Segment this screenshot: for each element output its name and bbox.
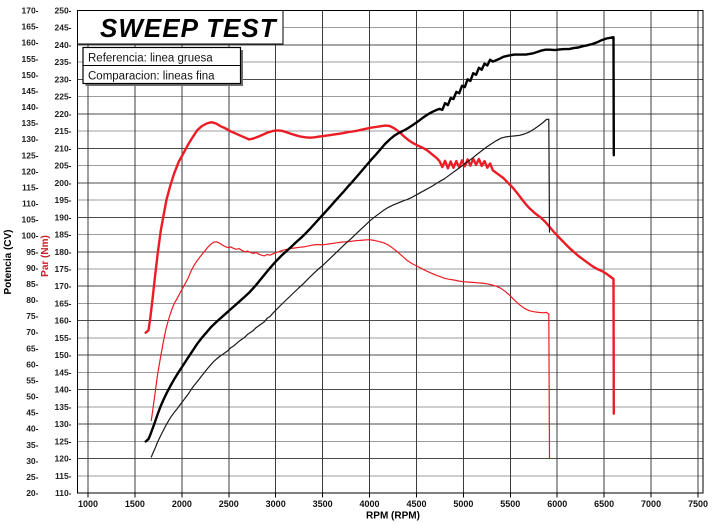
rpm-tick-label: 7000 [641,499,661,509]
nm-tick-label: 160- [54,316,71,326]
nm-tick-label: 245- [54,23,71,33]
nm-tick-label: 175- [54,264,71,274]
legend-item-referencia: Referencia: linea gruesa [88,53,213,65]
title-box [77,10,284,45]
nm-tick-label: 115- [55,471,72,481]
page-title: SWEEP TEST [100,13,278,43]
cv-tick-label: 110- [22,199,39,209]
rpm-tick-label: 3000 [266,499,286,509]
legend-item-comparacion: Comparacion: lineas fina [88,71,215,83]
rpm-tick-label: 6500 [594,499,614,509]
nm-tick-label: 225- [54,92,71,102]
y-axis-title-potencia: Potencia (CV) [3,229,14,294]
nm-tick-label: 140- [54,385,71,395]
nm-tick-label: 170- [54,281,71,291]
x-axis-title-rpm: RPM (RPM) [366,511,420,522]
rpm-tick-label: 1500 [125,499,145,509]
cv-tick-label: 95- [26,247,38,257]
nm-tick-label: 155- [54,333,71,343]
rpm-tick-label: 4500 [406,499,426,509]
rpm-tick-label: 5500 [500,499,520,509]
nm-tick-label: 190- [54,212,71,222]
rpm-tick-label: 7500 [688,499,708,509]
nm-tick-label: 145- [54,367,71,377]
cv-tick-label: 155- [21,54,38,64]
nm-tick-label: 220- [54,109,71,119]
nm-tick-label: 195- [54,195,71,205]
nm-tick-label: 120- [54,454,71,464]
nm-tick-label: 200- [54,178,71,188]
rpm-tick-label: 2000 [172,499,192,509]
cv-tick-label: 170- [21,6,38,16]
rpm-tick-label: 6000 [547,499,567,509]
plot-border [76,9,704,494]
nm-tick-label: 235- [54,57,71,67]
cv-tick-label: 140- [21,102,38,112]
nm-tick-label: 125- [54,436,71,446]
cv-tick-label: 75- [26,311,38,321]
rpm-tick-label: 2500 [219,499,239,509]
cv-tick-label: 40- [26,424,38,434]
nm-tick-label: 130- [54,419,71,429]
nm-tick-label: 210- [54,143,71,153]
cv-tick-label: 20- [26,488,38,498]
nm-tick-label: 185- [54,230,71,240]
nm-tick-label: 150- [54,350,71,360]
potencia-comparacion-curve [150,118,551,458]
nm-tick-label: 230- [54,74,71,84]
nm-tick-label: 240- [54,40,71,50]
par-comparacion-curve [150,239,551,460]
cv-tick-label: 120- [21,166,38,176]
nm-tick-label: 180- [54,247,71,257]
cv-tick-label: 105- [21,215,38,225]
nm-tick-label: 205- [54,161,71,171]
rpm-tick-label: 1000 [78,499,98,509]
cv-tick-label: 85- [26,279,38,289]
cv-tick-label: 60- [26,359,38,369]
cv-tick-label: 50- [26,392,38,402]
cv-tick-label: 135- [21,118,38,128]
nm-tick-label: 215- [54,126,71,136]
nm-tick-label: 165- [54,298,71,308]
rpm-tick-label: 4000 [360,499,380,509]
cv-tick-label: 65- [26,343,38,353]
cv-tick-label: 30- [26,456,38,466]
axis-tick-labels: 170- 165- 160- 155- 150- 145- 140- 135- 130- 125-… [21,6,708,510]
cv-tick-label: 45- [26,408,38,418]
curves [144,36,615,460]
cv-tick-label: 115- [22,182,39,192]
cv-tick-label: 100- [21,231,38,241]
nm-tick-label: 250- [54,6,71,16]
cv-tick-label: 145- [21,86,38,96]
cv-tick-label: 160- [21,38,38,48]
nm-tick-label: 135- [54,402,71,412]
cv-tick-label: 165- [21,22,38,32]
cv-tick-label: 125- [21,150,38,160]
cv-tick-label: 35- [26,440,38,450]
cv-tick-label: 150- [21,70,38,80]
potencia-referencia-curve [144,36,615,443]
cv-tick-label: 55- [26,375,38,385]
cv-tick-label: 25- [26,472,38,482]
cv-tick-label: 130- [21,134,38,144]
cv-tick-label: 80- [26,295,38,305]
legend: Referencia: linea gruesa Comparacion: li… [82,46,243,86]
cv-tick-label: 90- [26,263,38,273]
rpm-tick-label: 5000 [453,499,473,509]
nm-tick-label: 110- [55,488,72,498]
y-axis-title-par: Par (Nm) [40,235,51,277]
cv-tick-label: 70- [26,327,38,337]
rpm-tick-label: 3500 [313,499,333,509]
